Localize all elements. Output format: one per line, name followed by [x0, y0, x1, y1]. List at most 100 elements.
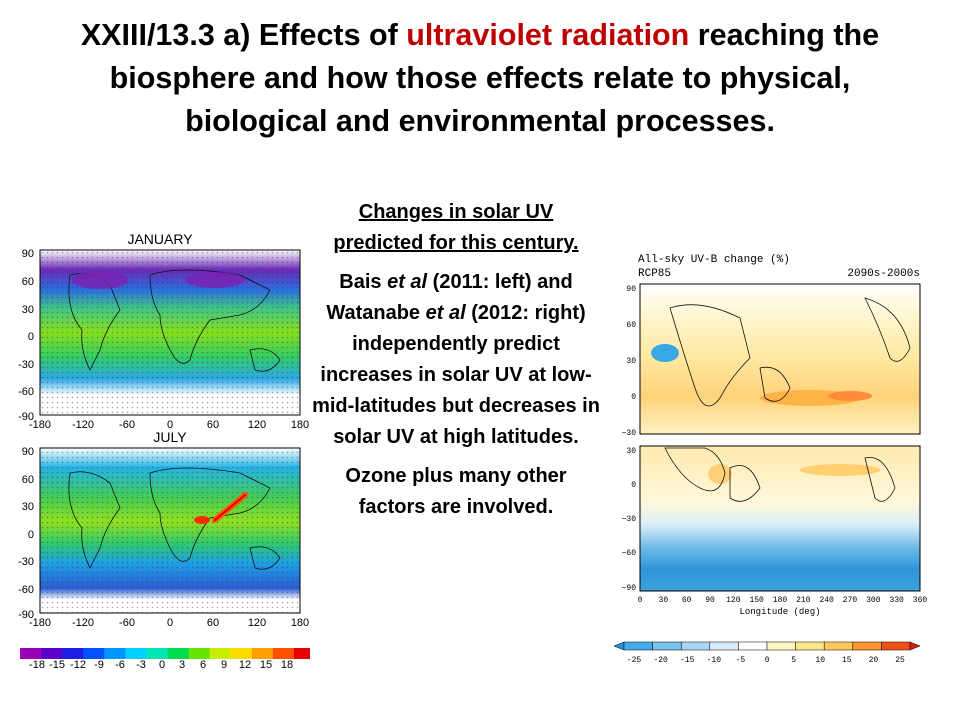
x-tick: 240	[819, 596, 834, 605]
x-tick: 300	[866, 596, 881, 605]
colorbar-swatch	[738, 641, 768, 651]
right-bottom-map	[639, 445, 921, 592]
colorbar-label: 15	[842, 656, 852, 665]
right-colorbar-labels: -25 -20 -15 -10 -5 0 5 10 15 20 25	[627, 656, 905, 665]
y-tick: -30	[18, 556, 34, 568]
colorbar-swatch	[652, 641, 682, 651]
colorbar-swatch	[852, 641, 882, 651]
x-tick: 60	[682, 596, 692, 605]
x-tick: 60	[207, 419, 219, 431]
x-tick: -120	[72, 419, 94, 431]
january-label: JANUARY	[127, 231, 193, 247]
colorbar-swatch	[293, 648, 310, 659]
y-tick: 0	[28, 529, 34, 541]
center-paragraph-ozone: Ozone plus many other factors are involv…	[345, 465, 567, 518]
x-tick: 0	[167, 617, 173, 629]
left-colorbar-labels: -18 -15 -12 -9 -6 -3 0 3 6 9 12 15 18	[29, 659, 293, 670]
y-tick: 60	[22, 474, 34, 486]
colorbar-swatch	[823, 641, 854, 651]
center-paragraph-citations: Bais et al (2011: left) and Watanabe et …	[312, 267, 600, 453]
title-line-3: biological and environmental processes.	[185, 104, 775, 138]
x-tick: 30	[659, 596, 669, 605]
colorbar-label: -12	[70, 659, 86, 670]
title-highlight: ultraviolet radiation	[406, 18, 690, 52]
right-figure: All-sky UV-B change (%) RCP85 2090s-2000…	[613, 254, 927, 665]
july-x-ticks: -180 -120 -60 0 60 120 180	[29, 617, 309, 629]
right-top-y-ticks: 90 60 30 0 −30	[622, 285, 637, 438]
title-line-2: biosphere and how those effects relate t…	[109, 61, 851, 95]
colorbar-swatch	[125, 648, 147, 659]
x-tick: 180	[291, 617, 309, 629]
y-tick: -60	[18, 584, 34, 596]
colorbar-arrow-right	[909, 641, 921, 651]
left-figure: JANUARY 90 60 30 0 -30 -60 -90 -180 -120…	[18, 231, 310, 670]
right-bottom-y-ticks: 30 0 −30 −60 −90	[622, 447, 637, 593]
colorbar-swatch	[795, 641, 825, 651]
title-text: XXIII/13.3 a) Effects of	[80, 18, 407, 52]
y-tick: -30	[18, 359, 34, 371]
colorbar-label: 0	[159, 659, 165, 670]
january-y-ticks: 90 60 30 0 -30 -60 -90	[18, 248, 34, 423]
y-tick: −90	[622, 584, 637, 593]
y-tick: 60	[626, 321, 636, 330]
x-tick: -120	[72, 617, 94, 629]
colorbar-swatch	[766, 641, 796, 651]
colorbar-swatch	[251, 648, 274, 659]
x-tick: 180	[773, 596, 788, 605]
y-tick: 90	[22, 248, 34, 260]
colorbar-label: -15	[680, 656, 695, 665]
colorbar-label: 3	[179, 659, 185, 670]
text-run: Bais	[339, 271, 388, 293]
x-tick: 270	[843, 596, 858, 605]
y-tick: 90	[626, 285, 636, 294]
july-map	[39, 447, 301, 614]
y-tick: 30	[22, 501, 34, 513]
colorbar-swatch	[167, 648, 190, 659]
y-tick: 90	[22, 446, 34, 458]
y-tick: −30	[622, 429, 637, 438]
y-tick: 30	[22, 304, 34, 316]
colorbar-label: -6	[115, 659, 125, 670]
text-run: (2012: right) independently predict incr…	[312, 302, 600, 448]
right-top-map	[639, 283, 921, 435]
center-text-block: Changes in solar UV predicted for this c…	[312, 197, 600, 531]
x-tick: 120	[726, 596, 741, 605]
title-text: reaching the	[689, 18, 880, 52]
x-tick: 0	[167, 419, 173, 431]
colorbar-label: -15	[49, 659, 65, 670]
text-run-italic: et al	[425, 302, 466, 324]
left-colorbar	[20, 648, 310, 659]
colorbar-swatch	[623, 641, 653, 651]
y-tick: -60	[18, 386, 34, 398]
colorbar-swatch	[83, 648, 105, 659]
colorbar-swatch	[230, 648, 253, 659]
colorbar-label: 5	[791, 656, 796, 665]
colorbar-swatch	[881, 641, 911, 651]
right-figure-title: All-sky UV-B change (%)	[638, 254, 790, 266]
text-run-italic: et al	[387, 271, 428, 293]
x-tick: -180	[29, 419, 51, 431]
colorbar-swatch	[209, 648, 232, 659]
y-tick: 30	[626, 357, 636, 366]
colorbar-swatch	[41, 648, 63, 659]
x-tick: 150	[749, 596, 764, 605]
colorbar-label: 0	[765, 656, 770, 665]
slide-title: XXIII/13.3 a) Effects of ultraviolet rad…	[20, 14, 940, 143]
january-map	[39, 249, 301, 416]
colorbar-label: 18	[281, 659, 293, 670]
colorbar-label: 25	[895, 656, 905, 665]
colorbar-label: -18	[29, 659, 45, 670]
colorbar-label: 6	[200, 659, 206, 670]
colorbar-swatch	[272, 648, 295, 659]
july-label: JULY	[153, 429, 187, 445]
colorbar-label: 10	[815, 656, 825, 665]
colorbar-swatch	[680, 641, 711, 651]
colorbar-label: 9	[221, 659, 227, 670]
right-figure-period: 2090s-2000s	[847, 268, 920, 280]
july-y-ticks: 90 60 30 0 -30 -60 -90	[18, 446, 34, 621]
right-figure-scenario: RCP85	[638, 268, 671, 280]
x-tick: 180	[291, 419, 309, 431]
x-tick: 210	[796, 596, 811, 605]
colorbar-arrow-left	[613, 641, 625, 651]
x-tick: 120	[248, 617, 266, 629]
